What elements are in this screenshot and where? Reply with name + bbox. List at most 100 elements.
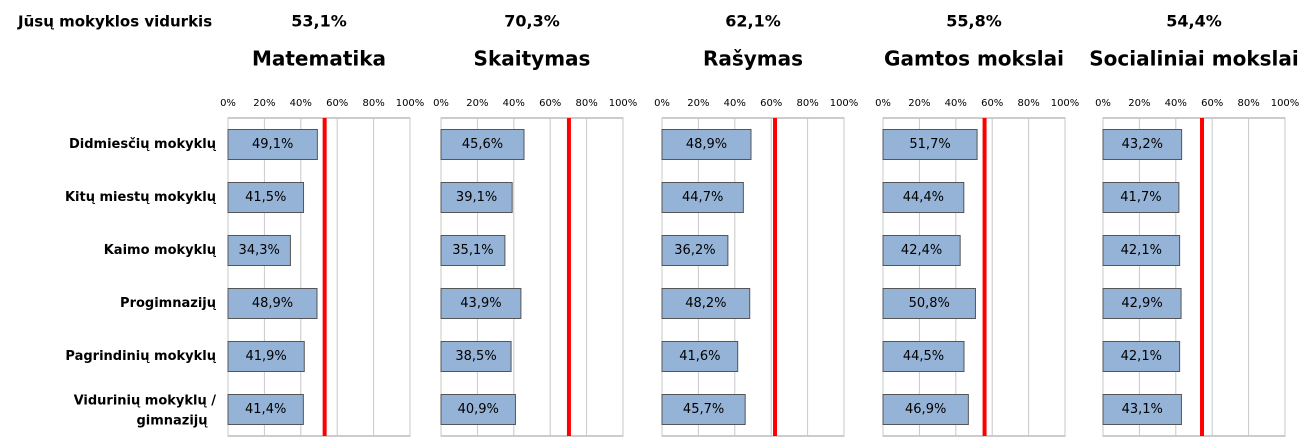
value-label: 40,9%: [458, 402, 499, 417]
value-label: 48,2%: [685, 296, 726, 311]
value-label: 41,7%: [1120, 190, 1161, 205]
bar: [440, 129, 525, 160]
bar: [882, 288, 976, 319]
average-label: 53,1%: [291, 12, 347, 31]
value-label: 42,4%: [901, 243, 942, 258]
x-tick-label: 0%: [220, 98, 236, 109]
value-label: 34,3%: [239, 243, 280, 258]
x-tick-label: 40%: [290, 98, 312, 109]
value-label: 41,4%: [245, 402, 286, 417]
category-label: Kaimo mokyklų: [104, 243, 217, 258]
bar: [1102, 235, 1181, 266]
plot-area: [440, 117, 624, 437]
x-tick-label: 40%: [1165, 98, 1187, 109]
x-tick-label: 100%: [609, 98, 638, 109]
panel-title: Gamtos mokslai: [884, 47, 1064, 71]
x-tick-label: 20%: [466, 98, 488, 109]
bar: [440, 235, 506, 266]
bar: [227, 235, 291, 266]
x-tick-label: 40%: [724, 98, 746, 109]
average-label: 55,8%: [946, 12, 1002, 31]
bar: [440, 182, 513, 213]
category-label: Pagrindinių mokyklų: [65, 349, 216, 364]
average-caption: Jūsų mokyklos vidurkis: [17, 13, 212, 31]
value-label: 44,7%: [682, 190, 723, 205]
x-tick-label: 0%: [1095, 98, 1111, 109]
bar: [1102, 129, 1183, 160]
bar: [882, 182, 965, 213]
bar: [661, 182, 744, 213]
bar: [882, 341, 965, 372]
x-tick-label: 80%: [1017, 98, 1039, 109]
x-tick-label: 0%: [433, 98, 449, 109]
value-label: 42,1%: [1121, 349, 1162, 364]
bar: [661, 288, 751, 319]
bar: [227, 394, 304, 425]
x-tick-label: 20%: [1128, 98, 1150, 109]
x-tick-label: 60%: [326, 98, 348, 109]
x-tick-label: 20%: [687, 98, 709, 109]
bar: [440, 288, 522, 319]
bar: [227, 341, 305, 372]
value-label: 43,1%: [1122, 402, 1163, 417]
x-tick-label: 60%: [539, 98, 561, 109]
x-tick-label: 100%: [830, 98, 859, 109]
value-label: 38,5%: [455, 349, 496, 364]
bar: [227, 182, 305, 213]
value-label: 44,4%: [903, 190, 944, 205]
x-tick-label: 100%: [1051, 98, 1080, 109]
value-label: 41,6%: [679, 349, 720, 364]
category-label: Didmiesčių mokyklų: [69, 137, 217, 152]
bar: [661, 341, 739, 372]
x-tick-label: 80%: [575, 98, 597, 109]
bar: [227, 129, 318, 160]
bar: [1102, 394, 1182, 425]
value-label: 50,8%: [909, 296, 950, 311]
x-tick-label: 40%: [503, 98, 525, 109]
bar: [882, 394, 969, 425]
value-label: 41,9%: [245, 349, 286, 364]
panel-title: Matematika: [252, 47, 386, 71]
panel-title: Rašymas: [703, 47, 803, 71]
value-label: 42,9%: [1121, 296, 1162, 311]
value-label: 35,1%: [452, 243, 493, 258]
x-tick-label: 20%: [908, 98, 930, 109]
value-label: 36,2%: [674, 243, 715, 258]
bar: [1102, 341, 1181, 372]
bar: [1102, 182, 1180, 213]
bar: [1102, 288, 1182, 319]
value-label: 41,5%: [245, 190, 286, 205]
panel-title: Socialiniai mokslai: [1089, 47, 1298, 71]
bar: [227, 288, 318, 319]
plot-area: [661, 117, 845, 437]
value-label: 43,9%: [460, 296, 501, 311]
x-tick-label: 80%: [1237, 98, 1259, 109]
category-label: Kitų miestų mokyklų: [65, 190, 217, 205]
value-label: 44,5%: [903, 349, 944, 364]
value-label: 42,1%: [1121, 243, 1162, 258]
value-label: 48,9%: [686, 137, 727, 152]
category-label: Progimnazijų: [120, 296, 217, 311]
x-tick-label: 0%: [654, 98, 670, 109]
bar: [661, 129, 752, 160]
average-label: 54,4%: [1166, 12, 1222, 31]
x-tick-label: 60%: [760, 98, 782, 109]
x-tick-label: 80%: [362, 98, 384, 109]
bar: [661, 235, 729, 266]
plot-area: [882, 117, 1066, 437]
value-label: 46,9%: [905, 402, 946, 417]
bar: [661, 394, 746, 425]
value-label: 43,2%: [1122, 137, 1163, 152]
plot-area: [1102, 117, 1286, 437]
x-tick-label: 80%: [796, 98, 818, 109]
bar: [440, 394, 516, 425]
value-label: 51,7%: [909, 137, 950, 152]
x-tick-label: 60%: [981, 98, 1003, 109]
value-label: 45,6%: [462, 137, 503, 152]
average-label: 70,3%: [504, 12, 560, 31]
bar: [882, 235, 961, 266]
category-label: Vidurinių mokyklų / gimnazijų: [74, 393, 217, 428]
x-tick-label: 60%: [1201, 98, 1223, 109]
x-tick-label: 20%: [253, 98, 275, 109]
